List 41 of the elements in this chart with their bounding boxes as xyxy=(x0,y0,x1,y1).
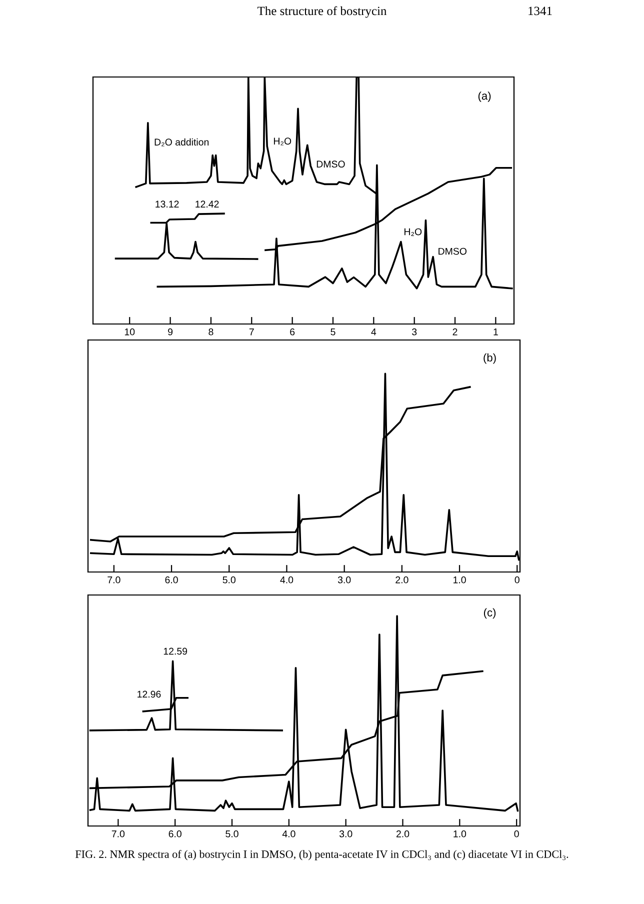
annotation: H₂O xyxy=(274,138,292,146)
text: 1341 xyxy=(528,6,552,16)
x-tick-label: 5.0 xyxy=(226,830,238,838)
x-tick-label: 5.0 xyxy=(222,576,236,584)
x-tick-label: 4.0 xyxy=(280,576,294,584)
caption: FIG. 2. NMR spectra of (a) bostrycin I in DMSO, (b) penta-acetate IV in CDCl₃ and (c) diacetate VI in CDCl₃. xyxy=(75,850,568,860)
annotation: H₂O xyxy=(404,228,422,236)
x-tick-label: 3 xyxy=(412,328,417,336)
x-tick-label: 1.0 xyxy=(454,830,466,838)
x-tick-label: 6 xyxy=(290,328,295,336)
x-tick-label: 2.0 xyxy=(396,830,410,838)
x-tick-label: 7 xyxy=(249,328,254,336)
x-tick-label: 1.0 xyxy=(454,576,466,584)
x-tick-label: 9 xyxy=(168,328,173,336)
x-tick-label: 7.0 xyxy=(108,576,120,584)
x-tick-label: 8 xyxy=(208,328,214,336)
x-tick-label: 2.0 xyxy=(396,576,408,584)
annotation: 12.59 xyxy=(164,648,188,655)
x-tick-label: 3.0 xyxy=(338,576,351,584)
annotation: DMSO xyxy=(316,160,345,168)
x-tick-label: 5 xyxy=(330,328,336,336)
annotation: 13.12 xyxy=(156,200,179,208)
x-tick-label: 4 xyxy=(371,328,376,336)
x-tick-label: 0 xyxy=(514,830,519,838)
x-tick-label: 2 xyxy=(452,328,458,336)
chart-title: (c) xyxy=(484,608,496,619)
x-tick-label: 6.0 xyxy=(168,830,182,838)
text: The structure of bostrycin xyxy=(257,6,387,18)
x-tick-label: 7.0 xyxy=(112,830,125,838)
annotation: 12.42 xyxy=(196,200,219,208)
x-tick-label: 0 xyxy=(514,576,520,584)
x-tick-label: 3.0 xyxy=(339,830,352,838)
annotation: D₂O addition xyxy=(154,138,209,146)
annotation: 12.96 xyxy=(138,690,161,698)
x-tick-label: 1 xyxy=(494,328,498,336)
x-tick-label: 4.0 xyxy=(282,830,296,838)
x-tick-label: 10 xyxy=(124,328,135,336)
chart-title: (b) xyxy=(484,353,496,364)
x-tick-label: 6.0 xyxy=(165,576,178,584)
text: (a) xyxy=(478,92,491,102)
annotation: DMSO xyxy=(438,248,466,255)
